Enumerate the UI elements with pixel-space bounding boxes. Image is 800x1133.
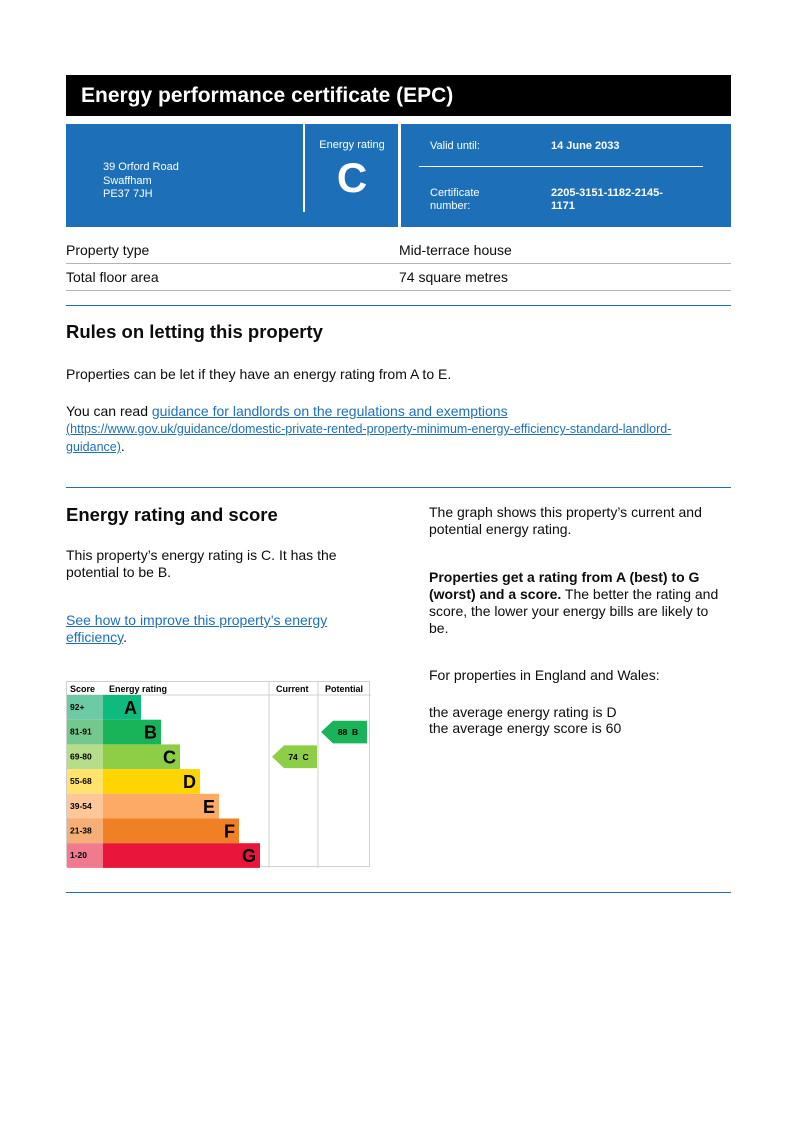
guidance-url[interactable]: (https://www.gov.uk/guidance/domestic-pr… <box>66 422 672 436</box>
certificate-label: Certificate number: <box>430 187 480 213</box>
band-letter-B: B <box>144 723 157 743</box>
divider <box>66 263 731 264</box>
summary-panel: 39 Orford Road Swaffham PE37 7JH Energy … <box>66 124 731 227</box>
valid-until-value: 14 June 2033 <box>551 140 620 152</box>
score-cell-C <box>67 744 103 770</box>
band-bar-G <box>103 843 260 868</box>
score-range-B: 81-91 <box>70 727 92 737</box>
valid-until-label: Valid until: <box>430 140 480 152</box>
average-score: the average energy score is 60 <box>429 720 622 736</box>
header-score: Score <box>70 684 95 694</box>
england-wales-text: For properties in England and Wales: <box>429 667 660 683</box>
floor-area-value: 74 square metres <box>399 269 508 285</box>
text: . <box>123 629 127 645</box>
energy-rating-label: Energy rating <box>319 139 385 151</box>
guidance-url[interactable]: guidance) <box>66 440 121 454</box>
score-range-D: 55-68 <box>70 776 92 786</box>
rating-heading: Energy rating and score <box>66 504 278 525</box>
section-divider <box>66 487 731 488</box>
score-cell-F <box>67 818 103 844</box>
header-current: Current <box>276 684 309 694</box>
graph-text: The graph shows this property’s current … <box>429 504 702 537</box>
band-letter-C: C <box>163 747 176 767</box>
current-rating-label: 74 C <box>288 752 308 762</box>
band-bar-E <box>103 793 219 819</box>
certificate-number: 2205-3151-1182-2145- 1171 <box>551 187 663 213</box>
letting-heading: Rules on letting this property <box>66 321 323 342</box>
band-bar-C <box>103 744 180 770</box>
floor-area-label: Total floor area <box>66 269 159 285</box>
band-letter-E: E <box>203 797 215 817</box>
property-type-label: Property type <box>66 242 150 258</box>
band-letter-F: F <box>224 822 235 842</box>
band-bar-B <box>103 719 161 745</box>
header-energy-rating: Energy rating <box>109 684 167 694</box>
score-cell-A <box>67 695 103 720</box>
rating-text: This property’s energy rating is C. It h… <box>66 547 337 580</box>
address-line: 39 Orford Road <box>103 161 179 173</box>
value-line: 2205-3151-1182-2145- <box>551 187 663 199</box>
guidance-link[interactable]: guidance for landlords on the regulation… <box>151 403 508 419</box>
value-line: 1171 <box>551 200 575 212</box>
potential-rating-arrow <box>321 720 367 744</box>
text: . <box>120 438 125 454</box>
score-range-E: 39-54 <box>70 801 92 811</box>
band-bar-A <box>103 695 141 720</box>
letting-guidance: You can read guidance for landlords on t… <box>66 403 731 456</box>
divider <box>66 290 731 291</box>
improve-link[interactable]: See how to improve this property’s energ… <box>66 612 328 645</box>
band-letter-A: A <box>124 698 137 718</box>
rating-explanation: Properties get a rating from A (best) to… <box>429 569 729 637</box>
score-range-G: 1-20 <box>70 850 87 860</box>
energy-rating-chart: Score Energy rating Current Potential 92+ A 81… <box>66 681 371 868</box>
header-potential: Potential <box>325 684 363 694</box>
text: You can read <box>66 403 152 419</box>
section-divider <box>66 305 731 306</box>
label-line: Certificate <box>430 187 480 199</box>
band-bar-F <box>103 818 239 844</box>
chart-svg: Score Energy rating Current Potential 92+ A 81… <box>67 682 371 868</box>
improve-paragraph: See how to improve this property’s energ… <box>66 612 366 646</box>
energy-rating-letter: C <box>336 154 368 201</box>
divider <box>419 166 703 167</box>
page-title: Energy performance certificate (EPC) <box>66 75 731 116</box>
text: The better the rating and score, the low… <box>429 586 719 636</box>
average-rating: the average energy rating is D <box>429 704 617 720</box>
score-range-A: 92+ <box>70 702 84 712</box>
score-cell-G <box>67 843 103 868</box>
address-line: PE37 7JH <box>103 188 153 200</box>
label-line: number: <box>430 200 471 212</box>
section-divider <box>66 892 731 893</box>
divider <box>398 124 401 227</box>
band-letter-G: G <box>242 846 256 866</box>
divider <box>303 124 305 212</box>
score-range-F: 21-38 <box>70 826 92 836</box>
band-letter-D: D <box>183 772 196 792</box>
score-cell-E <box>67 793 103 819</box>
band-bar-D <box>103 769 200 794</box>
letting-text: Properties can be let if they have an en… <box>66 366 452 382</box>
potential-rating-label: 88 B <box>338 727 358 737</box>
bold-text: Properties get a rating from A (best) to… <box>429 569 700 602</box>
address: 39 Orford Road Swaffham PE37 7JH <box>103 161 179 202</box>
score-range-C: 69-80 <box>70 751 92 761</box>
current-rating-arrow <box>272 745 317 769</box>
property-type-value: Mid-terrace house <box>399 242 512 258</box>
score-cell-B <box>67 719 103 745</box>
score-cell-D <box>67 769 103 794</box>
address-line: Swaffham <box>103 174 152 187</box>
